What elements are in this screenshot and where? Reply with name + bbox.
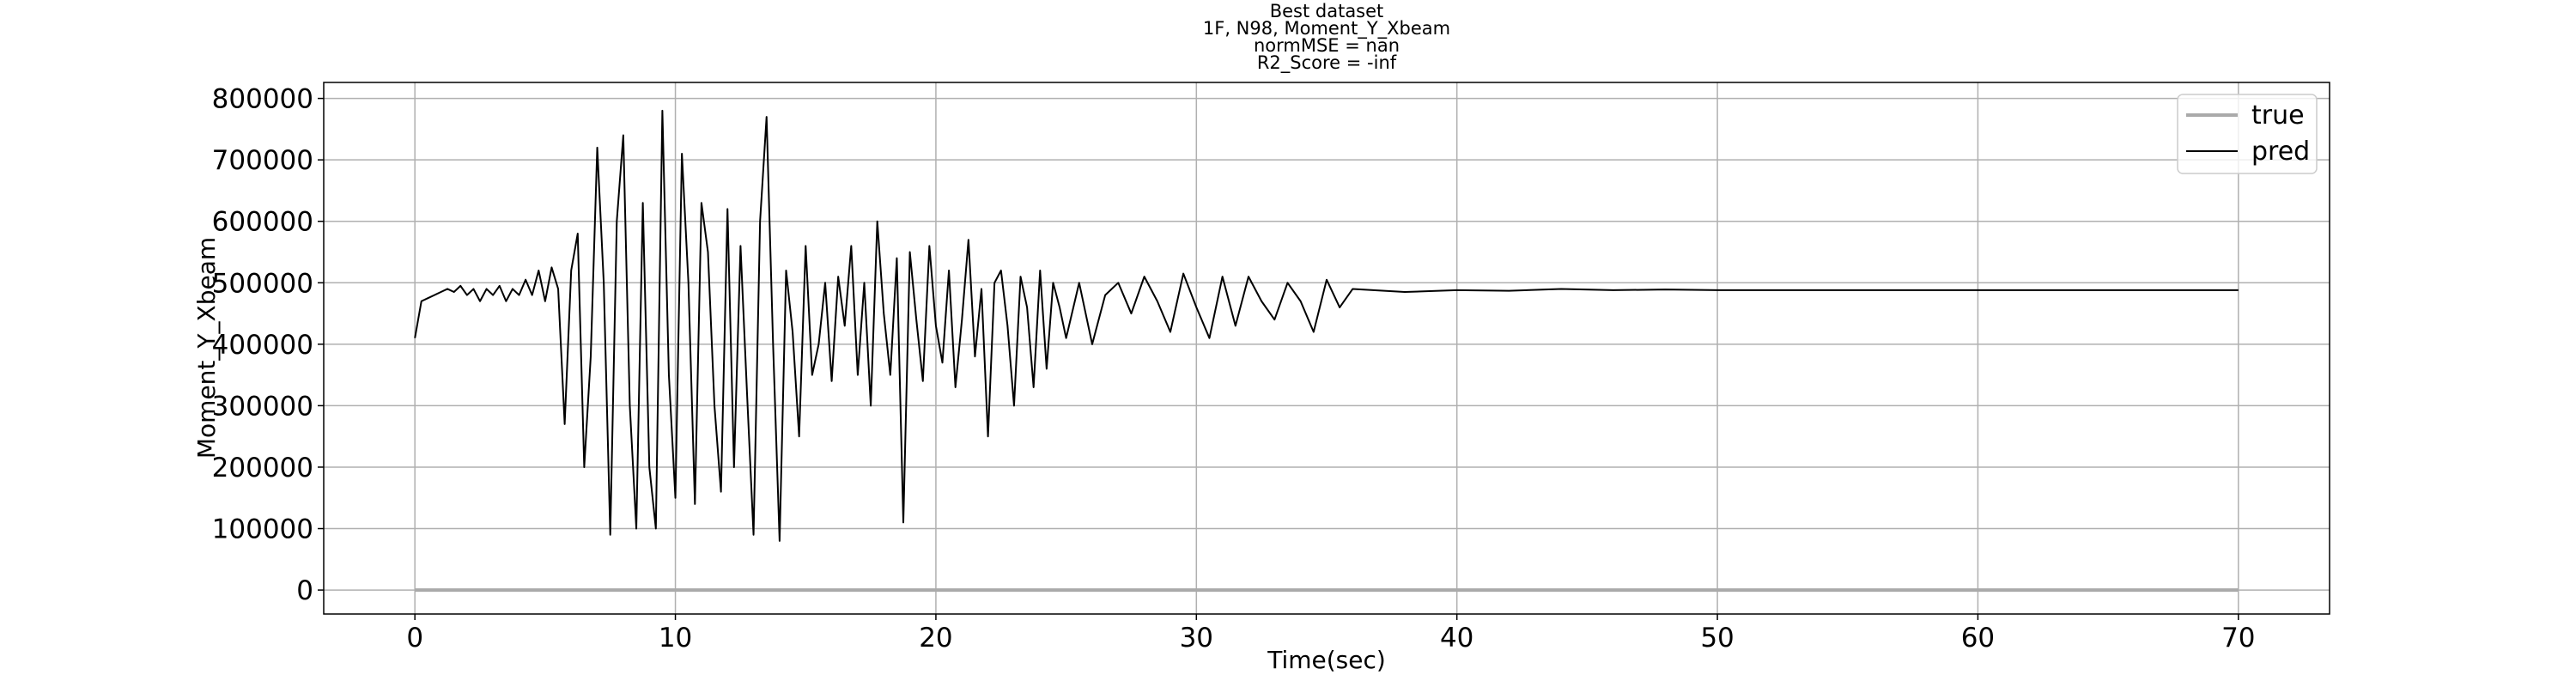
plot-frame — [323, 82, 2330, 615]
legend-label: pred — [2251, 137, 2310, 167]
x-tick-label: 0 — [406, 623, 423, 654]
series-line — [414, 109, 2239, 542]
y-tick-label: 100000 — [212, 514, 313, 545]
x-tick-label: 60 — [1961, 623, 1995, 654]
y-axis-label: Moment_Y_Xbeam — [192, 237, 221, 459]
y-tick-label: 200000 — [212, 453, 313, 483]
x-tick-label: 10 — [659, 623, 692, 654]
y-tick-label: 300000 — [212, 391, 313, 422]
x-tick-label: 20 — [919, 623, 952, 654]
x-axis-label: Time(sec) — [1267, 646, 1386, 674]
y-tick-label: 800000 — [212, 84, 313, 115]
x-tick-label: 30 — [1180, 623, 1213, 654]
legend: true pred — [2177, 94, 2318, 174]
y-tick-label: 0 — [296, 575, 313, 606]
y-tick-label: 500000 — [212, 268, 313, 299]
y-tick-label: 400000 — [212, 330, 313, 361]
chart-title: R2_Score = -inf — [1257, 52, 1397, 74]
x-tick-label: 70 — [2221, 623, 2255, 654]
chart-title: normMSE = nan — [1254, 35, 1400, 56]
x-tick-label: 40 — [1440, 623, 1473, 654]
chart-title: 1F, N98, Moment_Y_Xbeam — [1203, 18, 1450, 40]
x-tick-label: 50 — [1700, 623, 1734, 654]
y-tick-label: 600000 — [212, 207, 313, 238]
y-tick-label: 700000 — [212, 145, 313, 176]
legend-label: true — [2251, 100, 2305, 131]
chart-title: Best dataset — [1270, 1, 1384, 21]
